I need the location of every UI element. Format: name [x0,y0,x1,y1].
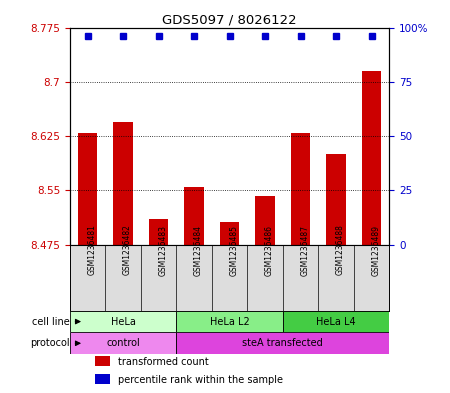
Bar [78,132,97,245]
Bar [70,311,176,332]
Text: cell line: cell line [32,317,70,327]
Text: steA transfected: steA transfected [243,338,323,348]
Text: control: control [106,338,140,348]
Bar [113,122,133,245]
Text: HeLa: HeLa [111,317,135,327]
Text: GSM1236486: GSM1236486 [265,224,274,275]
Bar [362,71,381,245]
Bar [220,222,239,245]
Text: GSM1236487: GSM1236487 [301,224,310,275]
Bar [149,219,168,245]
Bar [95,374,110,384]
Bar [184,187,204,245]
Bar [95,356,110,366]
Text: GSM1236481: GSM1236481 [87,224,96,275]
Text: HeLa L2: HeLa L2 [210,317,249,327]
Text: HeLa L4: HeLa L4 [316,317,356,327]
Bar [255,195,275,245]
Title: GDS5097 / 8026122: GDS5097 / 8026122 [162,13,297,26]
Text: protocol: protocol [31,338,70,348]
Bar [326,154,346,245]
Bar [283,311,389,332]
Bar [176,311,283,332]
Text: GSM1236482: GSM1236482 [123,224,132,275]
Text: GSM1236488: GSM1236488 [336,224,345,275]
Bar [176,332,389,354]
Text: GSM1236489: GSM1236489 [372,224,381,275]
Text: GSM1236485: GSM1236485 [230,224,238,275]
Text: percentile rank within the sample: percentile rank within the sample [118,375,283,385]
Bar [291,132,310,245]
Bar [70,332,176,354]
Text: GSM1236484: GSM1236484 [194,224,203,275]
Text: GSM1236483: GSM1236483 [158,224,167,275]
Text: transformed count: transformed count [118,357,208,367]
